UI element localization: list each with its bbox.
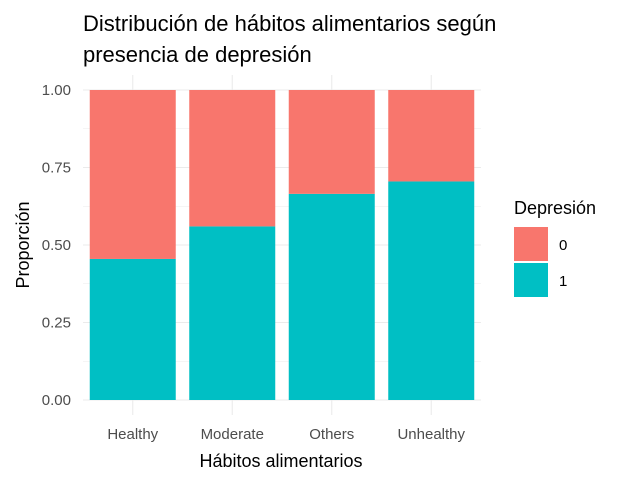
x-axis-label: Hábitos alimentarios — [199, 451, 362, 471]
x-tick-label-moderate: Moderate — [201, 426, 264, 443]
legend: Depresión 01 — [514, 198, 596, 297]
legend-title: Depresión — [514, 198, 596, 218]
x-axis-ticks: Healthy Moderate Others Unhealthy — [107, 426, 465, 443]
bar-segment-0-others — [288, 90, 375, 194]
x-tick-label-healthy: Healthy — [107, 426, 158, 443]
y-tick-label: 1.00 — [42, 82, 71, 99]
x-tick-label-others: Others — [309, 426, 354, 443]
y-axis-ticks: 0.00 0.25 0.50 0.75 1.00 — [42, 82, 71, 409]
x-tick-label-unhealthy: Unhealthy — [397, 426, 465, 443]
y-tick-label: 0.25 — [42, 315, 71, 332]
bar-segment-0-moderate — [189, 90, 276, 227]
legend-label-0: 0 — [559, 237, 567, 254]
y-tick-label: 0.00 — [42, 392, 71, 409]
legend-key-0 — [514, 227, 548, 261]
y-axis-label: Proporción — [13, 201, 33, 288]
legend-key-1 — [514, 263, 548, 297]
bar-segment-0-healthy — [89, 90, 176, 259]
bar-segment-1-moderate — [189, 226, 276, 400]
bar-segment-1-unhealthy — [388, 181, 475, 400]
bar-segment-1-others — [288, 193, 375, 400]
chart-title-line-2: presencia de depresión — [83, 42, 312, 67]
y-tick-label: 0.75 — [42, 160, 71, 177]
bars — [89, 90, 475, 400]
legend-label-1: 1 — [559, 273, 567, 290]
chart-title-line-1: Distribución de hábitos alimentarios seg… — [83, 11, 496, 36]
legend-items: 01 — [514, 227, 567, 297]
bar-segment-0-unhealthy — [388, 90, 475, 182]
bar-segment-1-healthy — [89, 258, 176, 400]
y-tick-label: 0.50 — [42, 237, 71, 254]
